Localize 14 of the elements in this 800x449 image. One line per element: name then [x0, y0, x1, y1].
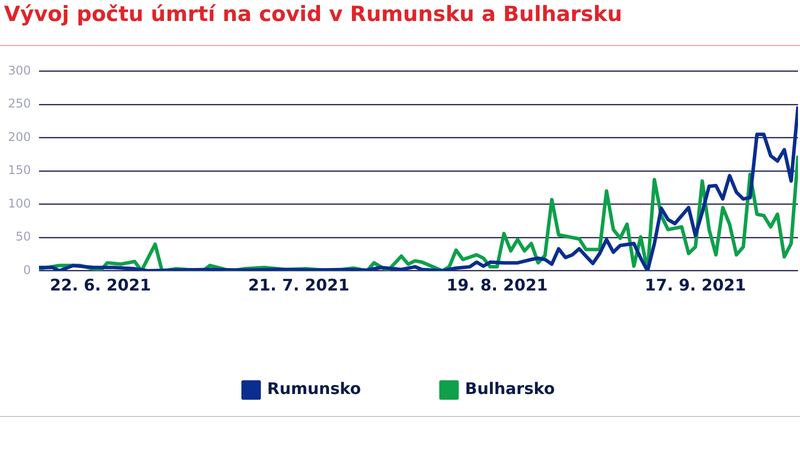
- y-tick-label: 50: [16, 230, 31, 244]
- chart-title: Vývoj počtu úmrtí na covid v Rumunsku a Bulharsku: [4, 2, 622, 26]
- y-tick-label: 250: [8, 96, 31, 111]
- legend-label: Bulharsko: [465, 379, 555, 398]
- y-tick-label: 150: [8, 163, 31, 178]
- y-tick-label: 300: [8, 63, 31, 78]
- y-tick-label: 200: [8, 130, 31, 144]
- x-tick-label: 17. 9. 2021: [644, 276, 746, 295]
- x-tick-label: 22. 6. 2021: [50, 276, 152, 295]
- y-tick-label: 0: [23, 262, 31, 277]
- x-tick-label: 21. 7. 2021: [248, 276, 350, 295]
- x-tick-label: 19. 8. 2021: [446, 276, 548, 295]
- y-tick-label: 100: [8, 196, 31, 210]
- legend-label: Rumunsko: [267, 379, 362, 398]
